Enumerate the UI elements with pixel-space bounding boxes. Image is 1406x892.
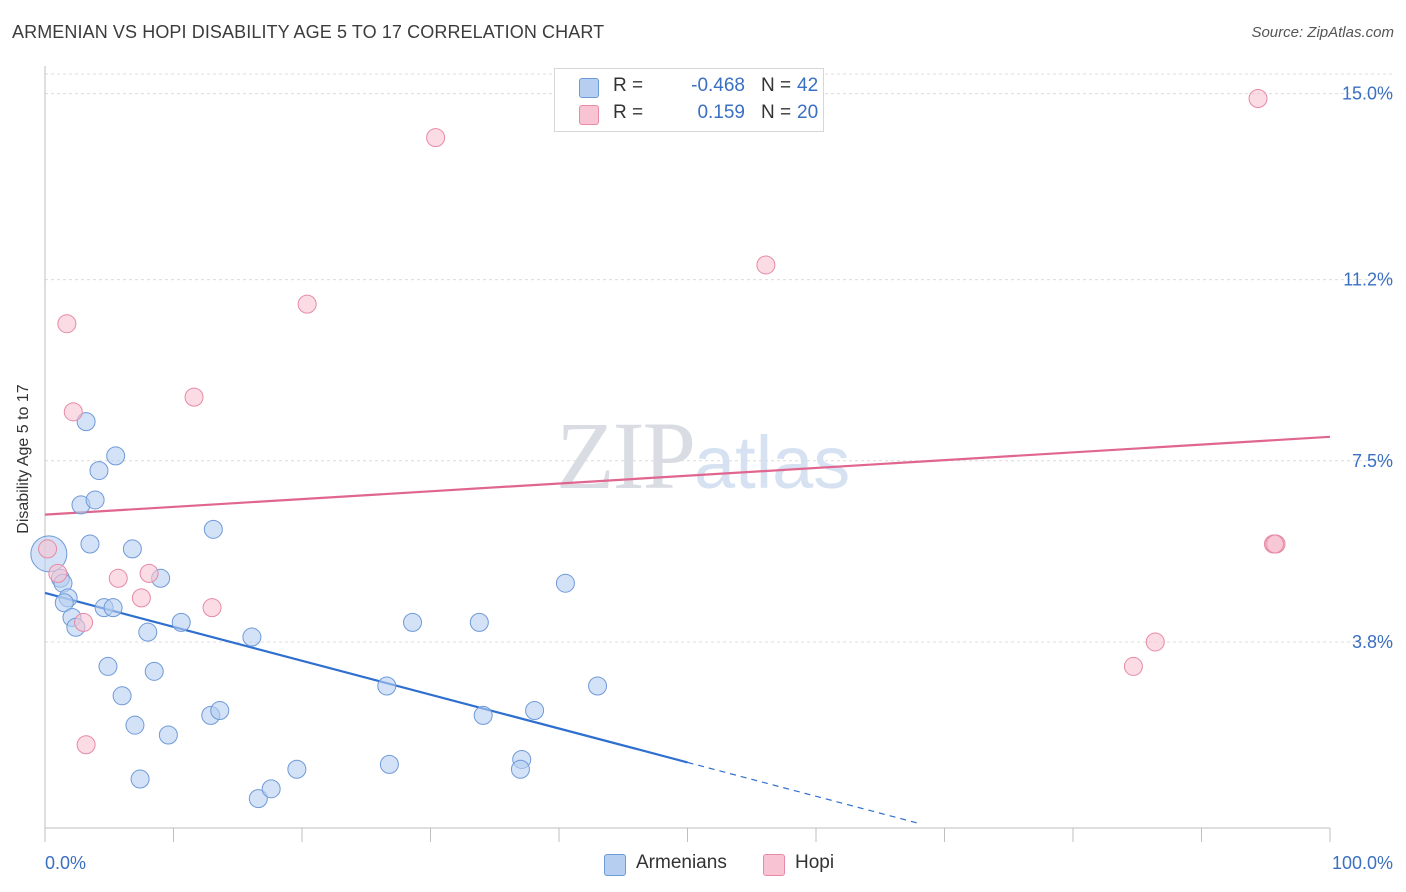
armenians-point <box>171 612 191 632</box>
armenians-point <box>89 461 109 481</box>
armenians-point <box>473 705 493 725</box>
armenians-trend-extension <box>687 761 919 824</box>
armenians-point <box>138 622 158 642</box>
hopi-point <box>184 387 204 407</box>
y-tick-label: 3.8% <box>1352 632 1393 652</box>
y-tick-label: 7.5% <box>1352 451 1393 471</box>
correlation-legend: R = -0.468 N = 42 R = 0.159 N = 20 <box>554 68 824 132</box>
hopi-legend-label: Hopi <box>795 852 835 873</box>
chart-title: ARMENIAN VS HOPI DISABILITY AGE 5 TO 17 … <box>12 22 605 42</box>
armenians-point <box>130 769 150 789</box>
x-tick-label-min: 0.0% <box>45 853 86 873</box>
armenians-point <box>261 779 281 799</box>
armenians-point <box>242 627 262 647</box>
data-points <box>30 88 1286 809</box>
armenians-point <box>80 534 100 554</box>
x-tick-label-max: 100.0% <box>1332 853 1393 873</box>
armenians-point <box>210 700 230 720</box>
series-armenians <box>30 412 608 809</box>
armenians-point <box>203 519 223 539</box>
grid-lines <box>45 73 1392 643</box>
armenians-point <box>98 656 118 676</box>
armenians-point <box>122 539 142 559</box>
armenians-point <box>287 759 307 779</box>
watermark-zip: ZIP <box>556 402 696 509</box>
series-hopi <box>38 88 1286 755</box>
armenians-point <box>125 715 145 735</box>
armenians-point <box>76 412 96 432</box>
armenians-point <box>106 446 126 466</box>
trend-lines <box>44 435 1331 824</box>
y-tick-label: 11.2% <box>1343 270 1393 290</box>
hopi-point <box>76 735 96 755</box>
armenians-point <box>158 725 178 745</box>
hopi-point <box>108 568 128 588</box>
hopi-point <box>1145 632 1165 652</box>
y-tick-label: 15.0% <box>1342 84 1393 104</box>
hopi-point <box>756 255 776 275</box>
r-value: 0.159 <box>697 102 745 123</box>
hopi-point <box>139 563 159 583</box>
hopi-point <box>74 612 94 632</box>
armenians-point <box>103 598 123 618</box>
hopi-point <box>63 402 83 422</box>
n-value: 42 <box>797 75 819 96</box>
armenians-point <box>54 593 74 613</box>
armenians-legend-label: Armenians <box>636 852 727 873</box>
armenians-point <box>144 661 164 681</box>
hopi-point <box>1123 656 1143 676</box>
armenians-point <box>403 612 423 632</box>
hopi-swatch <box>579 105 599 125</box>
armenians-legend-swatch <box>604 854 626 876</box>
armenians-point <box>248 789 268 809</box>
source-credit: Source: ZipAtlas.com <box>1251 24 1394 41</box>
armenians-point <box>510 759 530 779</box>
armenians-point <box>588 676 608 696</box>
armenians-trend-line <box>44 591 688 764</box>
hopi-point <box>1265 534 1285 554</box>
armenians-point <box>377 676 397 696</box>
n-label: N = <box>761 102 792 123</box>
hopi-trend-line <box>44 435 1331 516</box>
r-label: R = <box>613 75 644 96</box>
tick-labels: 3.8% 7.5% 11.2% 15.0% 0.0% 100.0% <box>45 84 1393 873</box>
hopi-point <box>48 563 68 583</box>
zipatlas-watermark: ZIPatlas <box>556 400 850 511</box>
hopi-point <box>57 314 77 334</box>
hopi-legend-swatch <box>763 854 785 876</box>
n-label: N = <box>761 75 792 96</box>
armenians-point <box>379 754 399 774</box>
watermark-atlas: atlas <box>694 421 851 504</box>
armenians-point <box>525 700 545 720</box>
armenians-point <box>85 490 105 510</box>
y-axis-label-wrap: Disability Age 5 to 17 <box>4 360 44 560</box>
hopi-point <box>426 128 446 148</box>
armenians-point <box>469 612 489 632</box>
hopi-point <box>202 598 222 618</box>
armenians-point <box>555 573 575 593</box>
hopi-point <box>297 294 317 314</box>
hopi-point <box>38 539 58 559</box>
r-value: -0.468 <box>691 75 745 96</box>
hopi-point <box>131 588 151 608</box>
armenians-swatch <box>579 78 599 98</box>
r-label: R = <box>613 102 644 123</box>
n-value: 20 <box>797 102 819 123</box>
axes <box>44 66 1331 842</box>
hopi-point <box>1248 88 1268 108</box>
armenians-point <box>112 686 132 706</box>
y-axis-label: Disability Age 5 to 17 <box>15 384 32 534</box>
